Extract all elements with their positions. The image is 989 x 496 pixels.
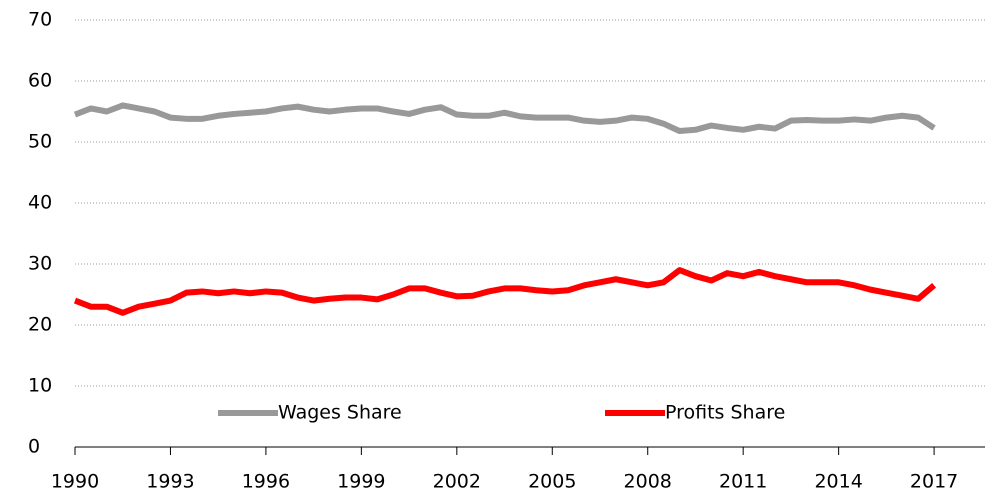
legend-label: Wages Share — [278, 402, 402, 424]
series-line — [73, 102, 936, 135]
y-tick-label: 30 — [28, 253, 52, 275]
x-tick-label: 2017 — [910, 471, 958, 493]
y-tick-label: 40 — [28, 192, 52, 214]
x-tick-label: 2005 — [528, 471, 576, 493]
y-tick-label: 50 — [28, 131, 52, 153]
series-line — [73, 267, 937, 316]
x-tick-label: 2002 — [433, 471, 481, 493]
x-tick-label: 1996 — [242, 471, 290, 493]
y-tick-label: 10 — [28, 375, 52, 397]
x-tick-label: 1999 — [337, 471, 385, 493]
x-tick-label: 2008 — [624, 471, 672, 493]
x-tick-label: 1990 — [51, 471, 99, 493]
y-tick-label: 20 — [28, 314, 52, 336]
y-tick-label: 60 — [28, 70, 52, 92]
x-tick-label: 1993 — [146, 471, 194, 493]
y-tick-label: 70 — [28, 9, 52, 31]
legend-label: Profits Share — [665, 402, 785, 424]
x-tick-label: 2011 — [719, 471, 767, 493]
y-tick-label: 0 — [28, 436, 40, 458]
x-tick-label: 2014 — [814, 471, 862, 493]
